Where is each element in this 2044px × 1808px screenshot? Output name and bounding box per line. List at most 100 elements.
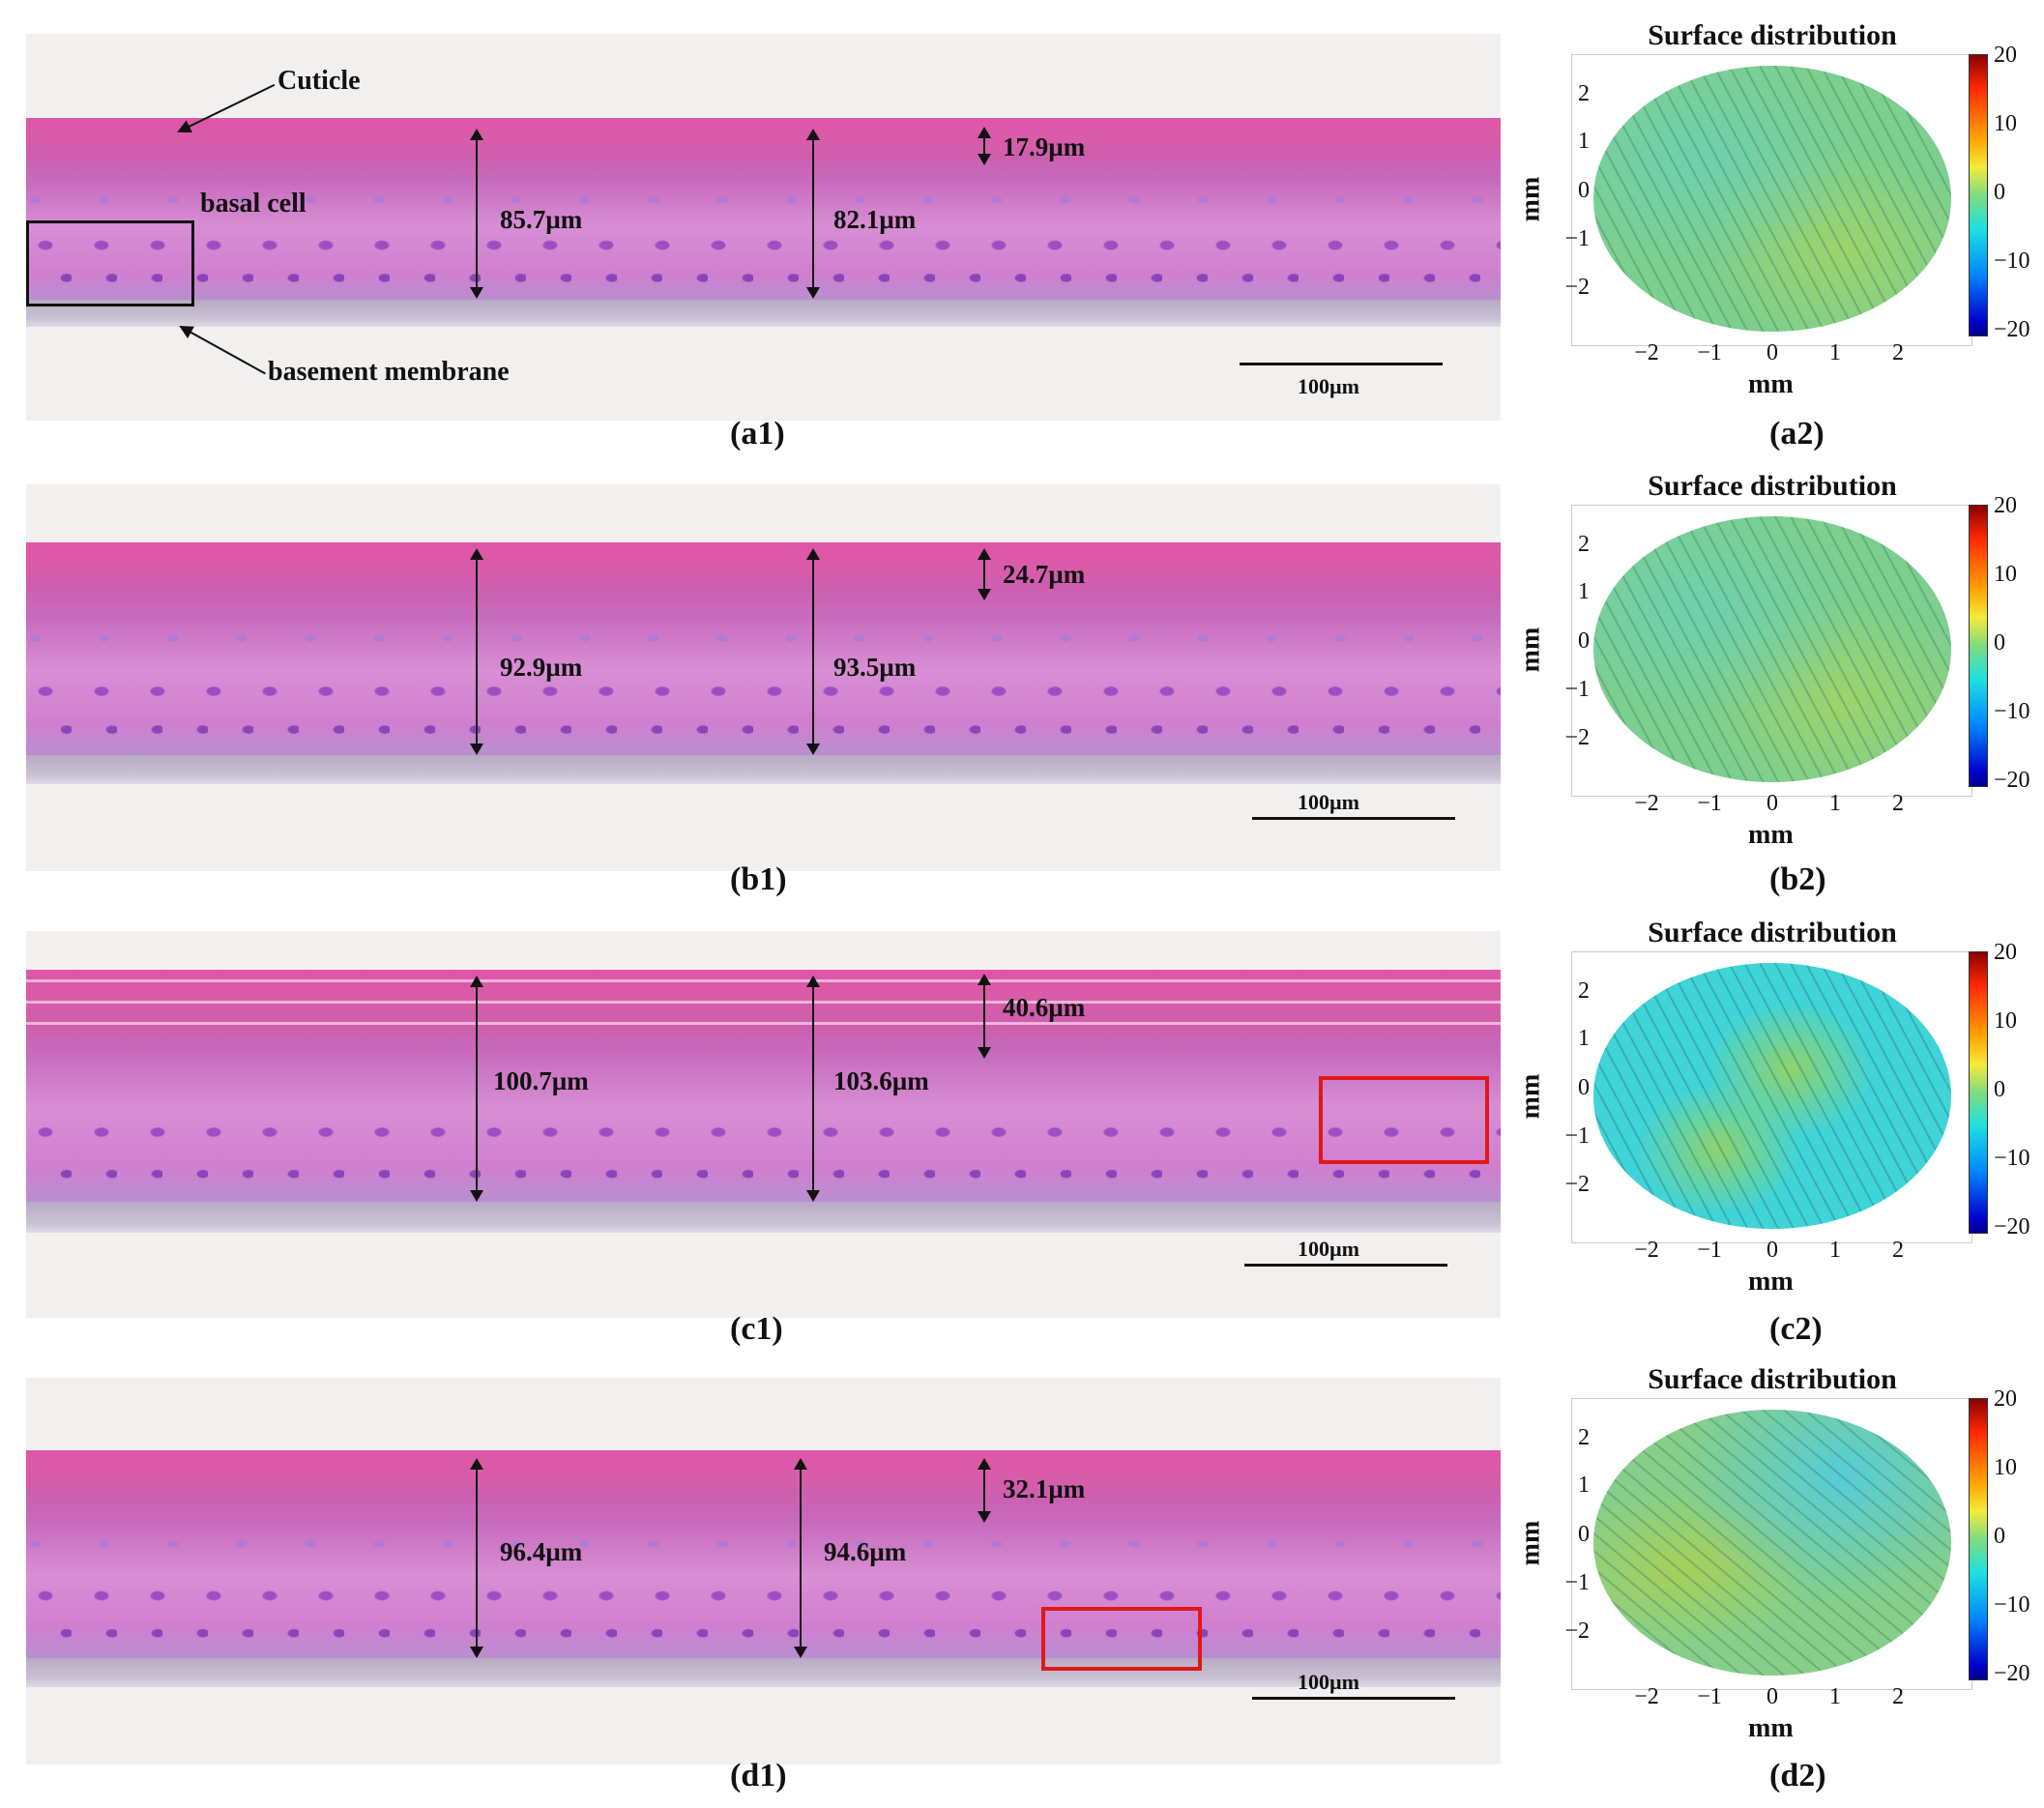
colorbar-tick: 20: [1994, 1386, 2017, 1412]
panel-label-b1: (b1): [730, 861, 787, 897]
y-tick: 2: [1578, 532, 1590, 557]
x-tick: −1: [1697, 1684, 1722, 1709]
total-thickness-arrow-left: [470, 1458, 483, 1658]
epidermis-tissue: [26, 970, 1501, 1202]
colorbar-tick: −20: [1994, 1214, 2030, 1239]
total-thickness-right-label: 94.6µm: [824, 1537, 907, 1566]
y-tick: −2: [1564, 1618, 1590, 1644]
epidermis-tissue: [26, 1450, 1501, 1658]
surface-distribution-map-c2: [1593, 963, 1951, 1229]
colorbar-tick: −20: [1994, 1661, 2030, 1686]
x-tick: −2: [1634, 791, 1659, 816]
y-tick: 0: [1578, 1522, 1590, 1547]
total-thickness-left-label: 96.4µm: [500, 1537, 583, 1566]
figure-row-c: 100.7µm 103.6µm 40.6µm 100µm (c1) Surfac…: [0, 917, 2044, 1361]
colorbar-tick: 10: [1994, 111, 2017, 136]
total-thickness-right-label: 93.5µm: [833, 653, 917, 682]
plot-title: Surface distribution: [1648, 917, 1897, 948]
cuticle-thickness-arrow: [978, 548, 991, 600]
basement-membrane-layer: [26, 755, 1501, 784]
scale-bar: [1240, 363, 1443, 365]
colorbar: [1969, 54, 1988, 336]
y-tick: 1: [1578, 1026, 1590, 1051]
panel-label-c2: (c2): [1769, 1311, 1823, 1347]
x-tick: −1: [1697, 1238, 1722, 1263]
surface-distribution-map-d2: [1593, 1410, 1951, 1676]
scale-bar-label: 100µm: [1298, 1670, 1360, 1694]
y-axis-label: mm: [1515, 1520, 1546, 1566]
colorbar-tick: 0: [1994, 180, 2005, 205]
y-tick: −2: [1564, 275, 1590, 300]
panel-label-b2: (b2): [1769, 861, 1826, 897]
x-tick: 1: [1829, 791, 1841, 816]
figure-row-d: 96.4µm 94.6µm 32.1µm 100µm (d1) Surface …: [0, 1363, 2044, 1808]
cuticle-thickness-label: 32.1µm: [1003, 1474, 1086, 1503]
plot-title: Surface distribution: [1648, 1363, 1897, 1395]
panel-label-d1: (d1): [730, 1758, 787, 1793]
surface-distribution-map-a2: [1593, 66, 1951, 332]
basement-membrane-pointer: [180, 326, 266, 375]
colorbar-tick: 20: [1994, 43, 2017, 68]
y-axis-label: mm: [1515, 176, 1546, 222]
colorbar-tick: −10: [1994, 1592, 2030, 1618]
highlight-box-c1: [1319, 1076, 1489, 1164]
colorbar-tick: −10: [1994, 1146, 2030, 1171]
x-tick: 2: [1892, 340, 1904, 365]
cuticle-thickness-arrow: [978, 974, 991, 1059]
cuticle-thickness-label: 17.9µm: [1003, 132, 1086, 161]
scale-bar-label: 100µm: [1298, 374, 1360, 398]
y-tick: 2: [1578, 1425, 1590, 1450]
x-axis-label: mm: [1748, 369, 1794, 399]
panel-label-d2: (d2): [1769, 1758, 1826, 1793]
colorbar-tick: 20: [1994, 940, 2017, 965]
colorbar-tick: 10: [1994, 1008, 2017, 1034]
y-tick: −2: [1564, 1172, 1590, 1197]
colorbar-tick: −10: [1994, 699, 2030, 724]
total-thickness-arrow-right: [806, 548, 820, 755]
histology-image-c1: 100.7µm 103.6µm 40.6µm 100µm: [26, 931, 1501, 1318]
colorbar-tick: 0: [1994, 1077, 2005, 1102]
x-axis-label: mm: [1748, 820, 1794, 850]
y-tick: 0: [1578, 1075, 1590, 1100]
total-thickness-left-label: 85.7µm: [500, 205, 583, 234]
scale-bar-label: 100µm: [1298, 1237, 1360, 1261]
colorbar-tick: −20: [1994, 768, 2030, 793]
scale-bar-label: 100µm: [1298, 790, 1360, 814]
basement-membrane-layer: [26, 300, 1501, 327]
colorbar-tick: −10: [1994, 248, 2030, 274]
total-thickness-arrow-right: [806, 976, 820, 1202]
histology-image-a1: 85.7µm 82.1µm 17.9µm Cuticle basal cell …: [26, 34, 1501, 421]
colorbar-tick: 20: [1994, 493, 2017, 518]
cuticle-thickness-label: 40.6µm: [1003, 993, 1086, 1022]
x-tick: 0: [1767, 1238, 1778, 1263]
y-tick: −1: [1564, 1123, 1590, 1149]
colorbar-tick: 10: [1994, 562, 2017, 587]
panel-label-a2: (a2): [1769, 416, 1825, 452]
histology-image-d1: 96.4µm 94.6µm 32.1µm 100µm: [26, 1378, 1501, 1764]
x-axis-label: mm: [1748, 1713, 1794, 1743]
x-tick: −1: [1697, 340, 1722, 365]
epidermis-tissue: [26, 118, 1501, 300]
x-tick: −2: [1634, 1684, 1659, 1709]
cuticle-annotation: Cuticle: [277, 66, 361, 96]
x-tick: −1: [1697, 791, 1722, 816]
x-tick: 0: [1767, 791, 1778, 816]
scale-bar: [1252, 817, 1455, 820]
colorbar-tick: −20: [1994, 317, 2030, 342]
y-tick: −2: [1564, 725, 1590, 750]
y-tick: −1: [1564, 1570, 1590, 1595]
x-axis-label: mm: [1748, 1267, 1794, 1297]
colorbar-tick: 0: [1994, 630, 2005, 656]
total-thickness-arrow-left: [470, 548, 483, 755]
x-tick: 1: [1829, 1684, 1841, 1709]
y-tick: −1: [1564, 226, 1590, 251]
y-tick: 0: [1578, 178, 1590, 203]
y-tick: 1: [1578, 579, 1590, 604]
x-tick: −2: [1634, 340, 1659, 365]
x-tick: 1: [1829, 340, 1841, 365]
x-tick: 2: [1892, 791, 1904, 816]
total-thickness-arrow-left: [470, 976, 483, 1202]
total-thickness-left-label: 100.7µm: [493, 1066, 589, 1095]
total-thickness-left-label: 92.9µm: [500, 653, 583, 682]
plot-title: Surface distribution: [1648, 470, 1897, 502]
